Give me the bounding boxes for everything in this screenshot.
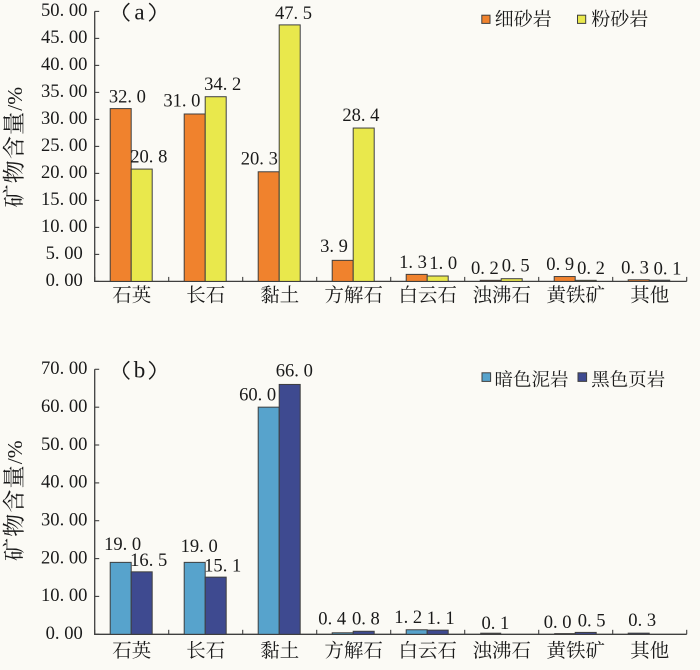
svg-text:/%: /% — [3, 440, 27, 464]
svg-text:31. 0: 31. 0 — [163, 90, 200, 111]
svg-text:0. 4: 0. 4 — [318, 608, 346, 629]
svg-text:0. 5: 0. 5 — [502, 256, 530, 277]
svg-text:40. 00: 40. 00 — [41, 54, 87, 75]
svg-text:b: b — [134, 358, 146, 383]
svg-text:20. 00: 20. 00 — [41, 547, 87, 568]
svg-text:0. 1: 0. 1 — [654, 259, 682, 280]
svg-text:20. 3: 20. 3 — [241, 149, 278, 170]
svg-text:1. 2: 1. 2 — [394, 607, 422, 628]
svg-text:0. 3: 0. 3 — [621, 258, 649, 279]
svg-text:25. 00: 25. 00 — [41, 135, 87, 156]
svg-text:3. 9: 3. 9 — [320, 236, 348, 257]
svg-text:1. 3: 1. 3 — [399, 252, 427, 273]
svg-text:a: a — [134, 0, 144, 25]
svg-text:20. 8: 20. 8 — [130, 146, 167, 167]
svg-text:35. 00: 35. 00 — [41, 81, 87, 102]
svg-text:5. 00: 5. 00 — [46, 243, 83, 264]
svg-text:0. 3: 0. 3 — [628, 610, 656, 631]
svg-text:50. 00: 50. 00 — [41, 0, 87, 21]
svg-text:32. 0: 32. 0 — [109, 86, 146, 107]
svg-text:30. 00: 30. 00 — [41, 108, 87, 129]
svg-text:0. 00: 0. 00 — [46, 270, 83, 291]
svg-text:45. 00: 45. 00 — [41, 27, 87, 48]
svg-text:70. 00: 70. 00 — [41, 358, 87, 379]
svg-text:/%: /% — [3, 87, 27, 111]
svg-text:30. 00: 30. 00 — [41, 510, 87, 531]
svg-text:66. 0: 66. 0 — [276, 360, 313, 381]
svg-text:0. 5: 0. 5 — [578, 611, 606, 632]
svg-text:0. 00: 0. 00 — [46, 623, 83, 644]
svg-text:15. 1: 15. 1 — [204, 555, 241, 576]
svg-text:20. 00: 20. 00 — [41, 162, 87, 183]
svg-text:16. 5: 16. 5 — [130, 550, 167, 571]
svg-text:1. 0: 1. 0 — [429, 253, 457, 274]
svg-text:0. 8: 0. 8 — [352, 609, 380, 630]
svg-text:60. 0: 60. 0 — [239, 384, 276, 405]
svg-text:19. 0: 19. 0 — [104, 534, 141, 555]
svg-text:0. 9: 0. 9 — [546, 254, 574, 275]
svg-text:19. 0: 19. 0 — [181, 536, 218, 557]
svg-text:28. 4: 28. 4 — [342, 105, 379, 126]
svg-text:15. 00: 15. 00 — [41, 189, 87, 210]
svg-text:50. 00: 50. 00 — [41, 434, 87, 455]
svg-text:47. 5: 47. 5 — [275, 3, 312, 24]
svg-text:40. 00: 40. 00 — [41, 472, 87, 493]
svg-text:0. 2: 0. 2 — [471, 258, 499, 279]
svg-text:0. 0: 0. 0 — [544, 612, 572, 633]
svg-text:1. 1: 1. 1 — [427, 608, 455, 629]
svg-text:34. 2: 34. 2 — [204, 74, 241, 95]
svg-text:0. 2: 0. 2 — [577, 258, 605, 279]
svg-text:0. 1: 0. 1 — [482, 613, 510, 634]
svg-text:60. 00: 60. 00 — [41, 396, 87, 417]
svg-text:10. 00: 10. 00 — [41, 216, 87, 237]
svg-text:10. 00: 10. 00 — [41, 585, 87, 606]
